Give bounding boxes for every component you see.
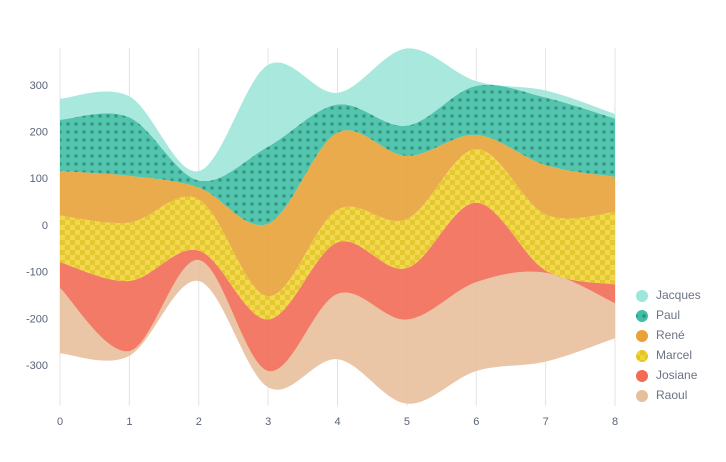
stream-area bbox=[60, 48, 615, 182]
legend-item[interactable]: Paul bbox=[636, 308, 680, 322]
y-tick-label: 0 bbox=[42, 220, 48, 232]
x-tick-label: 5 bbox=[404, 416, 410, 428]
legend-swatch-pattern bbox=[636, 350, 648, 362]
legend-label: Josiane bbox=[656, 368, 698, 382]
x-tick-label: 2 bbox=[196, 416, 202, 428]
stream-layer bbox=[60, 148, 615, 320]
legend-swatch bbox=[636, 330, 648, 342]
y-tick-label: -100 bbox=[26, 267, 48, 279]
legend-label: Marcel bbox=[656, 348, 692, 362]
x-tick-label: 6 bbox=[473, 416, 479, 428]
stream-area bbox=[60, 259, 615, 404]
legend-swatch bbox=[636, 370, 648, 382]
x-tick-label: 8 bbox=[612, 416, 618, 428]
y-tick-label: -200 bbox=[26, 313, 48, 325]
legend-label: René bbox=[656, 328, 685, 342]
y-tick-label: -300 bbox=[26, 360, 48, 372]
x-tick-label: 7 bbox=[543, 416, 549, 428]
stream-area bbox=[60, 130, 615, 297]
legend-swatch bbox=[636, 390, 648, 402]
y-tick-label: 100 bbox=[30, 173, 48, 185]
stream-layer bbox=[60, 48, 615, 182]
legend-swatch-pattern bbox=[636, 310, 648, 322]
stream-layer bbox=[60, 84, 615, 226]
stream-layer bbox=[60, 130, 615, 297]
legend-item[interactable]: Jacques bbox=[636, 288, 701, 302]
legend-label: Jacques bbox=[656, 288, 701, 302]
legend-swatch bbox=[636, 290, 648, 302]
stream-pattern bbox=[60, 84, 615, 226]
x-tick-label: 3 bbox=[265, 416, 271, 428]
x-tick-label: 0 bbox=[57, 416, 63, 428]
legend-item[interactable]: Josiane bbox=[636, 368, 698, 382]
x-tick-label: 1 bbox=[126, 416, 132, 428]
legend-item[interactable]: René bbox=[636, 328, 685, 342]
x-tick-label: 4 bbox=[334, 416, 340, 428]
y-tick-label: 200 bbox=[30, 126, 48, 138]
stream-layer bbox=[60, 259, 615, 404]
legend-label: Raoul bbox=[656, 388, 687, 402]
stream-area bbox=[60, 202, 615, 372]
y-tick-label: 300 bbox=[30, 80, 48, 92]
legend-label: Paul bbox=[656, 308, 680, 322]
stream-pattern bbox=[60, 148, 615, 320]
stream-layer bbox=[60, 202, 615, 372]
legend-item[interactable]: Raoul bbox=[636, 388, 687, 402]
legend-item[interactable]: Marcel bbox=[636, 348, 692, 362]
